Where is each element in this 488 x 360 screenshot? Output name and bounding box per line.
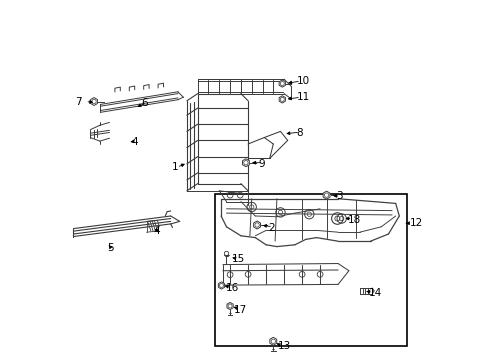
Polygon shape xyxy=(218,282,224,289)
Text: 12: 12 xyxy=(409,218,423,228)
Text: 18: 18 xyxy=(347,215,361,225)
Polygon shape xyxy=(242,159,249,167)
Text: 5: 5 xyxy=(107,243,113,253)
Text: 14: 14 xyxy=(368,288,381,298)
Polygon shape xyxy=(323,191,329,199)
Text: 13: 13 xyxy=(277,341,291,351)
Text: 4: 4 xyxy=(131,137,138,147)
Text: 7: 7 xyxy=(75,96,82,107)
Text: 2: 2 xyxy=(268,222,275,233)
Polygon shape xyxy=(90,98,97,105)
Text: 10: 10 xyxy=(296,76,309,86)
Text: 11: 11 xyxy=(296,92,309,102)
Text: 9: 9 xyxy=(258,159,264,169)
Polygon shape xyxy=(253,221,260,229)
Text: 15: 15 xyxy=(231,254,244,264)
Polygon shape xyxy=(269,337,276,345)
Text: 8: 8 xyxy=(295,128,302,138)
Bar xyxy=(215,194,407,346)
Polygon shape xyxy=(226,302,233,310)
Text: 6: 6 xyxy=(141,98,147,108)
Text: 1: 1 xyxy=(171,162,178,172)
Polygon shape xyxy=(279,96,285,103)
Text: 17: 17 xyxy=(233,305,246,315)
Text: 4: 4 xyxy=(153,226,160,236)
Polygon shape xyxy=(279,80,285,87)
Text: 3: 3 xyxy=(336,191,342,201)
Text: 16: 16 xyxy=(225,283,238,293)
